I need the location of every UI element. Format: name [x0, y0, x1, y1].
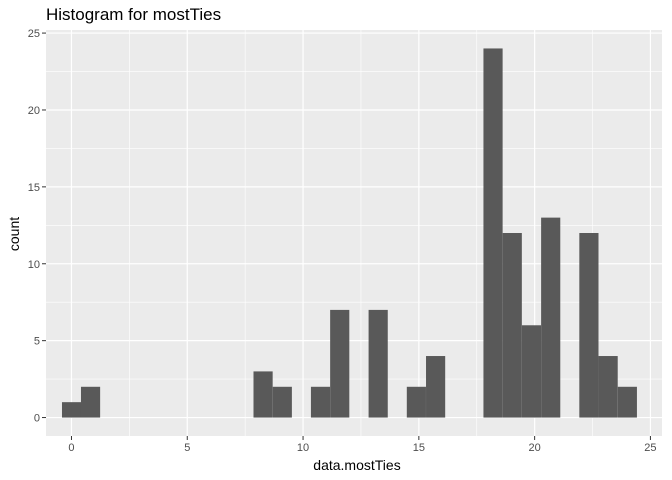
- histogram-bar: [502, 233, 522, 418]
- y-tick-label: 15: [28, 182, 40, 194]
- histogram-bar: [330, 309, 350, 418]
- histogram-bar: [80, 386, 101, 418]
- histogram-bar: [426, 356, 446, 418]
- chart-title: Histogram for mostTies: [46, 5, 222, 24]
- y-tick-label: 20: [28, 105, 40, 117]
- y-tick-label: 5: [34, 336, 40, 348]
- histogram-bar: [253, 371, 273, 418]
- y-axis-title: count: [6, 216, 22, 252]
- histogram-bar: [310, 386, 331, 418]
- plot-panel: [46, 30, 662, 436]
- y-tick-label: 10: [28, 259, 40, 271]
- x-tick-label: 0: [68, 442, 74, 454]
- histogram-bar: [61, 402, 82, 418]
- x-tick-label: 5: [184, 442, 190, 454]
- x-tick-label: 25: [644, 442, 656, 454]
- histogram-bar: [617, 386, 637, 418]
- x-tick-label: 15: [413, 442, 425, 454]
- y-tick-label: 25: [28, 28, 40, 40]
- histogram-bar: [368, 309, 388, 418]
- histogram-bar: [579, 233, 599, 418]
- x-tick-label: 10: [297, 442, 309, 454]
- x-tick-label: 20: [529, 442, 541, 454]
- histogram-bar: [521, 325, 542, 418]
- y-tick-label: 0: [34, 413, 40, 425]
- x-axis-title: data.mostTies: [313, 457, 401, 473]
- histogram-bar: [541, 217, 561, 418]
- histogram-bar: [406, 386, 426, 418]
- histogram-bar: [272, 386, 292, 418]
- histogram-bar: [483, 48, 503, 418]
- histogram-bar: [598, 356, 618, 418]
